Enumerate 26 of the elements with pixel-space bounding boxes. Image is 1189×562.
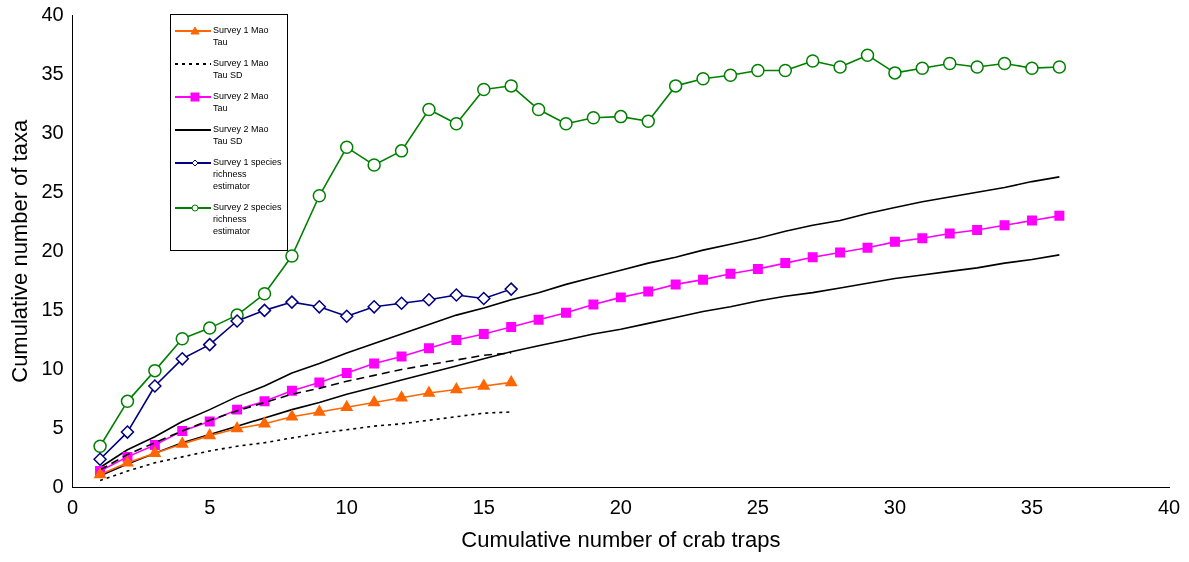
y-tick-label: 15 — [41, 297, 64, 320]
x-tick-label: 15 — [472, 496, 495, 519]
legend-label: Survey 1 species richness estimator — [213, 156, 283, 192]
x-tick-label: 0 — [67, 496, 79, 519]
y-tick-label: 25 — [41, 179, 64, 202]
y-tick-label: 5 — [52, 416, 64, 439]
legend-label: Survey 2 Mao Tau SD — [213, 123, 270, 147]
y-tick-label: 10 — [41, 356, 64, 379]
y-tick-label: 30 — [41, 120, 64, 143]
x-tick-label: 20 — [609, 496, 632, 519]
legend-label: Survey 2 species richness estimator — [213, 201, 283, 237]
x-tick-label: 40 — [1157, 496, 1181, 519]
legend-label: Survey 1 Mao Tau SD — [213, 57, 270, 81]
x-tick-label: 10 — [335, 496, 358, 519]
y-tick-label: 40 — [41, 2, 64, 25]
x-tick-label: 5 — [204, 496, 216, 519]
legend-label: Survey 1 Mao Tau — [213, 24, 270, 48]
legend-label: Survey 2 Mao Tau — [213, 90, 270, 114]
y-tick-label: 0 — [52, 475, 64, 498]
y-axis-title: Cumulative number of taxa — [7, 119, 33, 383]
y-tick-label: 20 — [41, 238, 64, 261]
x-axis-title: Cumulative number of crab traps — [461, 526, 781, 552]
x-tick-label: 30 — [883, 496, 907, 519]
x-tick-label: 25 — [746, 496, 769, 519]
y-tick-label: 35 — [41, 61, 64, 84]
x-tick-label: 35 — [1020, 496, 1044, 519]
